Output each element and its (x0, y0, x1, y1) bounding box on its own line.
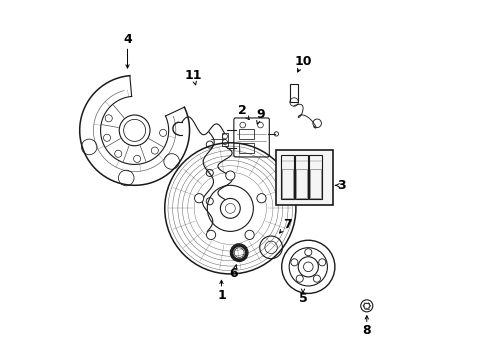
Circle shape (303, 262, 312, 272)
Circle shape (231, 256, 234, 258)
Bar (294, 155, 307, 199)
Circle shape (243, 256, 246, 258)
Circle shape (313, 275, 320, 282)
Circle shape (244, 249, 247, 252)
Bar (280, 155, 293, 199)
Text: 5: 5 (298, 292, 307, 305)
Bar (239, 129, 253, 139)
Circle shape (244, 253, 247, 256)
Circle shape (237, 258, 240, 261)
Bar (222, 133, 227, 145)
Circle shape (240, 244, 243, 247)
Circle shape (235, 244, 238, 247)
Circle shape (237, 244, 240, 247)
Circle shape (194, 194, 203, 203)
Text: 9: 9 (256, 108, 264, 121)
Circle shape (119, 115, 150, 146)
Circle shape (290, 259, 297, 266)
Circle shape (244, 251, 247, 254)
Circle shape (243, 247, 246, 250)
Text: 7: 7 (282, 218, 291, 231)
Text: 3: 3 (337, 179, 346, 192)
Bar (276, 150, 332, 205)
Circle shape (242, 246, 244, 248)
Circle shape (235, 258, 238, 261)
Circle shape (244, 230, 254, 239)
Circle shape (240, 258, 243, 261)
Text: 11: 11 (184, 69, 202, 82)
Text: 2: 2 (238, 104, 246, 117)
Circle shape (242, 257, 244, 260)
Text: 1: 1 (217, 289, 225, 302)
Bar (295, 169, 306, 198)
Circle shape (230, 253, 233, 256)
Circle shape (231, 247, 234, 250)
Circle shape (230, 249, 233, 252)
Bar (281, 169, 292, 198)
Circle shape (230, 251, 233, 254)
Circle shape (220, 198, 240, 218)
Text: 10: 10 (294, 55, 311, 68)
Text: 6: 6 (229, 267, 238, 280)
Bar (289, 84, 298, 102)
Bar (239, 143, 253, 153)
Circle shape (256, 194, 265, 203)
Circle shape (225, 171, 234, 180)
Bar (308, 155, 322, 199)
Circle shape (233, 257, 236, 260)
Circle shape (233, 246, 236, 248)
Text: 8: 8 (362, 324, 370, 337)
Circle shape (304, 249, 311, 256)
Bar (309, 169, 321, 198)
Circle shape (206, 230, 215, 239)
Text: 4: 4 (123, 33, 132, 46)
Circle shape (296, 275, 303, 282)
Circle shape (318, 259, 325, 266)
